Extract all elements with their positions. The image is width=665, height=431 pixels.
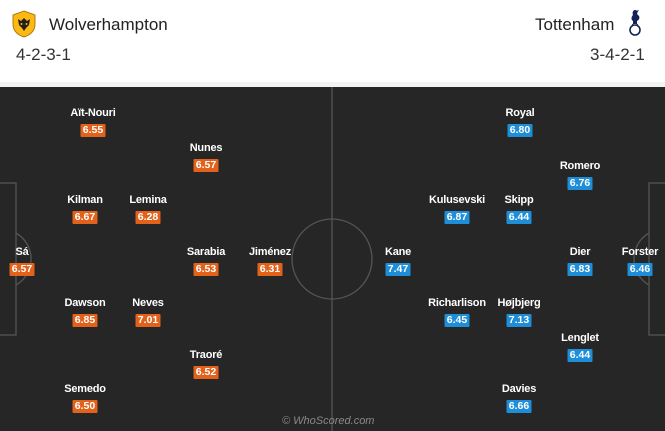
player-rating: 6.57	[9, 263, 35, 276]
player-rating: 6.57	[193, 159, 219, 172]
player-rating: 6.76	[567, 177, 593, 190]
player-name: Sá	[15, 246, 29, 258]
player-name: Forster	[621, 246, 659, 258]
away-formation: 3-4-2-1	[590, 45, 645, 64]
player-name: Romero	[559, 160, 601, 172]
player-rating: 6.53	[193, 263, 219, 276]
player-rating: 6.85	[72, 314, 98, 327]
player-name: Davies	[501, 383, 537, 395]
player-rating: 6.83	[567, 263, 593, 276]
player-rating: 6.80	[507, 124, 533, 137]
player-name: Dier	[569, 246, 591, 258]
spurs-cockerel-icon[interactable]	[626, 8, 644, 38]
home-team-name[interactable]: Wolverhampton	[49, 15, 168, 34]
match-header: Wolverhampton 4-2-3-1 Tottenham 3-4-2-1	[0, 0, 665, 82]
player-rating: 6.28	[135, 211, 161, 224]
whoscored-credit: © WhoScored.com	[282, 415, 375, 427]
header-divider	[0, 82, 665, 87]
player-name: Kilman	[67, 194, 103, 206]
player-rating: 6.67	[72, 211, 98, 224]
away-team-name[interactable]: Tottenham	[535, 15, 615, 34]
player-rating: 6.44	[567, 349, 593, 362]
player-rating: 7.01	[135, 314, 161, 327]
player-rating: 6.50	[72, 400, 98, 413]
player-name: Skipp	[504, 194, 534, 206]
player-rating: 7.13	[506, 314, 532, 327]
player-rating: 6.31	[257, 263, 283, 276]
player-name: Kulusevski	[428, 194, 486, 206]
player-name: Royal	[505, 107, 535, 119]
player-name: Højbjerg	[497, 297, 541, 309]
player-name: Dawson	[64, 297, 106, 309]
player-name: Aït-Nouri	[70, 107, 116, 119]
player-rating: 6.87	[444, 211, 470, 224]
player-name: Neves	[132, 297, 164, 309]
pitch-markings	[0, 87, 665, 431]
player-name: Richarlison	[428, 297, 486, 309]
player-name: Semedo	[64, 383, 106, 395]
player-rating: 6.44	[506, 211, 532, 224]
player-name: Traoré	[189, 349, 223, 361]
player-rating: 6.55	[80, 124, 106, 137]
player-name: Nunes	[189, 142, 223, 154]
player-rating: 6.46	[627, 263, 653, 276]
home-formation: 4-2-3-1	[16, 45, 71, 64]
player-rating: 6.45	[444, 314, 470, 327]
player-name: Sarabia	[186, 246, 226, 258]
player-rating: 6.66	[506, 400, 532, 413]
player-name: Kane	[384, 246, 412, 258]
player-rating: 6.52	[193, 366, 219, 379]
pitch: Aït-Nouri 6.55 Nunes 6.57 Kilman 6.67 Le…	[0, 87, 665, 431]
player-name: Lenglet	[561, 332, 599, 344]
player-name: Lemina	[129, 194, 167, 206]
player-rating: 7.47	[385, 263, 411, 276]
player-name: Jiménez	[248, 246, 292, 258]
wolves-crest-icon[interactable]	[10, 10, 38, 38]
